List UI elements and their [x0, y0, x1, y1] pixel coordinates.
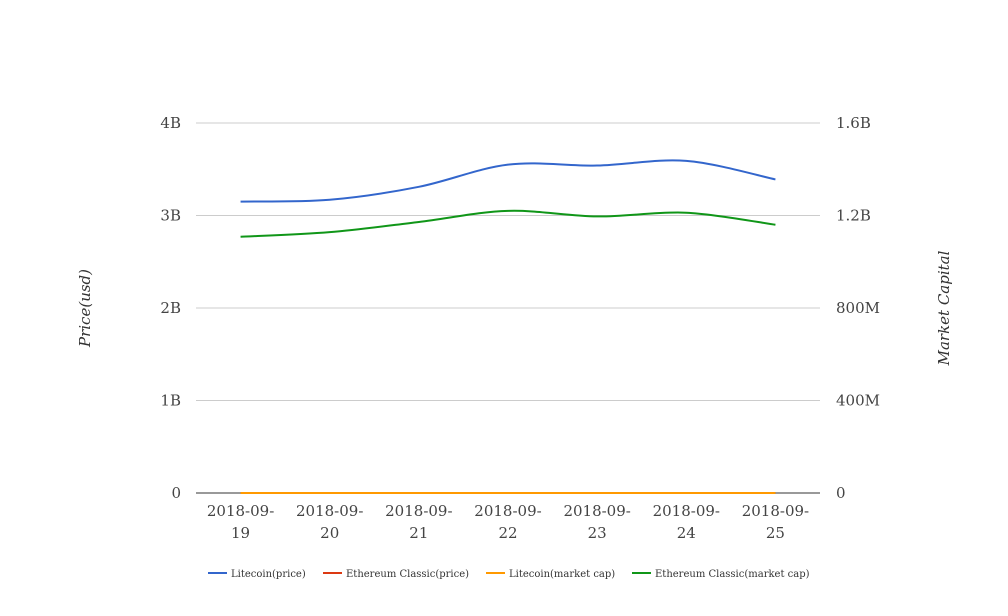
legend-item: Litecoin(market cap) — [486, 569, 615, 580]
series-line-litecoin-price — [240, 159, 776, 203]
x-tick-label: 2018-09- — [474, 502, 541, 520]
x-tick-label: 24 — [677, 524, 696, 542]
legend-label: Litecoin(market cap) — [509, 569, 615, 580]
y2-tick-label: 0 — [836, 484, 846, 502]
y-axis-title: Price(usd) — [76, 269, 94, 348]
x-tick-label: 2018-09- — [653, 502, 720, 520]
x-tick-label: 25 — [766, 524, 785, 542]
series-lines — [240, 159, 776, 495]
x-axis-ticks: 2018-09- 19 2018-09- 20 2018-09- 21 2018-09- 22… — [207, 502, 809, 542]
x-tick-label: 2018-09- — [563, 502, 630, 520]
x-tick-label: 2018-09- — [207, 502, 274, 520]
x-tick-label: 22 — [498, 524, 517, 542]
legend-label: Litecoin(price) — [231, 569, 306, 580]
legend-item: Ethereum Classic(price) — [323, 569, 469, 580]
left-axis-ticks: 0 1B 2B 3B 4B — [160, 114, 181, 502]
right-axis-ticks: 0 400M 800M 1.2B 1.6B — [836, 114, 880, 502]
x-tick-label: 2018-09- — [296, 502, 363, 520]
y2-axis-title: Market Capital — [935, 250, 953, 366]
y2-tick-label: 800M — [836, 299, 880, 317]
y-tick-label: 0 — [171, 484, 181, 502]
y2-tick-label: 1.2B — [836, 207, 871, 225]
legend-label: Ethereum Classic(market cap) — [655, 569, 810, 580]
x-tick-label: 19 — [231, 524, 250, 542]
x-tick-label: 23 — [588, 524, 607, 542]
x-tick-label: 2018-09- — [385, 502, 452, 520]
legend-label: Ethereum Classic(price) — [346, 569, 469, 580]
y-tick-label: 4B — [160, 114, 181, 132]
legend: Litecoin(price) Ethereum Classic(price) Li… — [208, 569, 810, 580]
legend-item: Litecoin(price) — [208, 569, 306, 580]
y2-tick-label: 1.6B — [836, 114, 871, 132]
x-tick-label: 21 — [409, 524, 428, 542]
y-tick-label: 2B — [160, 299, 181, 317]
y-tick-label: 1B — [160, 392, 181, 410]
series-line-ethereum-classic-market-cap — [240, 209, 776, 238]
legend-item: Ethereum Classic(market cap) — [632, 569, 810, 580]
y-tick-label: 3B — [160, 207, 181, 225]
y2-tick-label: 400M — [836, 392, 880, 410]
gridlines — [196, 122, 820, 494]
x-tick-label: 2018-09- — [742, 502, 809, 520]
x-tick-label: 20 — [320, 524, 339, 542]
